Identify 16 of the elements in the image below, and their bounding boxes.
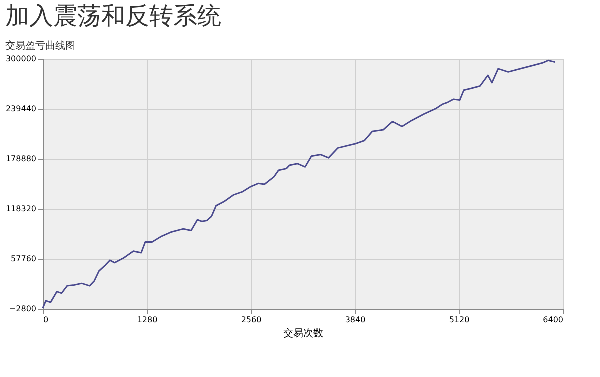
y-tick-label: −2800 — [9, 304, 36, 314]
x-tick-label: 0 — [44, 316, 49, 324]
x-tick-label: 6400 — [543, 316, 564, 324]
x-axis-title: 交易次数 — [284, 328, 324, 340]
x-tick-label: 3840 — [345, 316, 366, 324]
x-tick-label: 1280 — [137, 316, 158, 324]
chart-title: 交易盈亏曲线图 — [5, 40, 76, 52]
x-tick-label: 5120 — [449, 316, 470, 324]
y-tick-label: 57760 — [11, 254, 36, 264]
y-tick-label: 300000 — [6, 54, 36, 64]
x-tick-label: 2560 — [241, 316, 262, 324]
y-tick-label: 178880 — [6, 154, 36, 164]
y-tick-label: 239440 — [6, 104, 36, 114]
line-series — [42, 60, 556, 310]
y-tick-label: 118320 — [6, 204, 36, 214]
chart-subtitle: 加入震荡和反转系统 — [5, 2, 222, 30]
